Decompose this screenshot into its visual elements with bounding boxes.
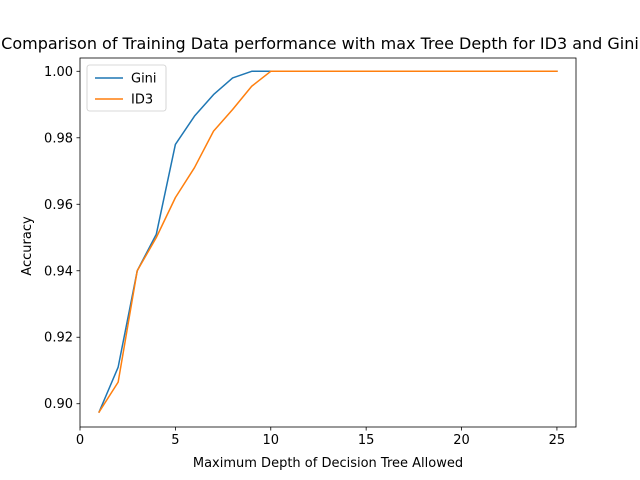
y-tick-label: 0.98 bbox=[44, 131, 73, 146]
x-tick-label: 20 bbox=[453, 433, 470, 448]
x-tick-label: 5 bbox=[171, 433, 179, 448]
series-line-id3 bbox=[98, 70, 558, 414]
x-axis-label: Maximum Depth of Decision Tree Allowed bbox=[193, 456, 463, 471]
legend-label-gini: Gini bbox=[131, 72, 157, 87]
x-tick-label: 10 bbox=[262, 433, 279, 448]
axes-frame bbox=[79, 57, 577, 428]
legend-label-id3: ID3 bbox=[131, 93, 153, 108]
x-tick-label: 25 bbox=[549, 433, 566, 448]
series-line-gini bbox=[98, 70, 558, 414]
y-tick-label: 0.90 bbox=[44, 397, 73, 412]
y-axis-label: Accuracy bbox=[20, 216, 35, 276]
y-tick-label: 0.96 bbox=[44, 198, 73, 213]
y-tick-label: 0.92 bbox=[44, 331, 73, 346]
x-tick-label: 0 bbox=[76, 433, 84, 448]
chart-title: Comparison of Training Data performance … bbox=[1, 34, 639, 53]
plot-area: 0 5 10 15 20 25 0.90 0.92 0.94 0.96 0.98 1.00 Gini ID… bbox=[44, 57, 577, 448]
x-tick-label: 15 bbox=[358, 433, 375, 448]
y-tick-label: 1.00 bbox=[44, 65, 73, 80]
y-tick-label: 0.94 bbox=[44, 264, 73, 279]
